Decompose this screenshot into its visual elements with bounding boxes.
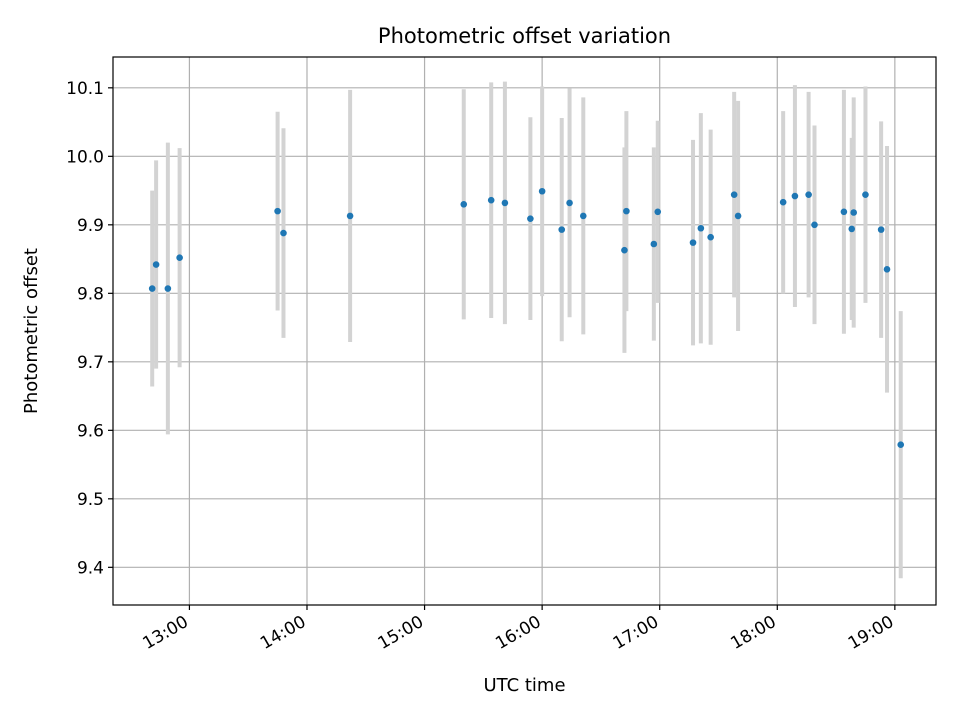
y-axis-label: Photometric offset (21, 248, 42, 414)
data-point (148, 285, 156, 292)
data-point (850, 209, 857, 216)
data-point (697, 224, 705, 232)
plot-frame (112, 56, 937, 606)
data-point (280, 229, 287, 237)
data-point (487, 196, 495, 204)
data-point (176, 254, 183, 262)
data-point (621, 246, 628, 254)
y-tick-label: 9.8 (77, 284, 104, 304)
chart-title: Photometric offset variation (378, 24, 671, 48)
data-point (460, 200, 468, 208)
data-point (848, 225, 856, 233)
data-point (811, 221, 818, 229)
data-point (730, 191, 738, 198)
data-point (538, 187, 546, 195)
data-point (558, 226, 566, 233)
data-point (840, 208, 848, 216)
data-point (779, 198, 787, 206)
data-point (689, 239, 697, 246)
y-tick-label: 9.4 (77, 558, 104, 578)
data-point (650, 240, 658, 248)
data-point (883, 266, 891, 273)
y-tick-label: 9.5 (77, 490, 104, 510)
data-point (877, 226, 885, 233)
y-tick-label: 9.6 (77, 421, 104, 441)
y-axis-ticks: 9.4 9.5 9.6 9.7 9.8 9.9 10.0 10.1 (66, 79, 113, 578)
data-point (501, 199, 509, 207)
y-tick-label: 9.9 (77, 216, 104, 236)
y-tick-label: 10.1 (66, 79, 104, 99)
y-tick-label: 10.0 (66, 147, 104, 167)
data-point (152, 261, 160, 268)
data-points (148, 187, 905, 449)
data-point (734, 212, 742, 220)
data-point (707, 233, 714, 241)
data-point (897, 441, 905, 449)
data-point (346, 212, 354, 220)
y-tick-label: 9.7 (77, 353, 104, 373)
data-point (623, 207, 630, 215)
data-point (527, 215, 534, 222)
data-point (579, 212, 587, 220)
data-point (791, 192, 799, 200)
data-point (566, 199, 573, 207)
data-point (164, 285, 172, 292)
data-point (805, 191, 812, 198)
grid (113, 57, 936, 605)
data-point (274, 207, 281, 215)
data-point (654, 208, 662, 216)
x-axis-label: UTC time (483, 675, 565, 696)
data-point (862, 191, 869, 198)
